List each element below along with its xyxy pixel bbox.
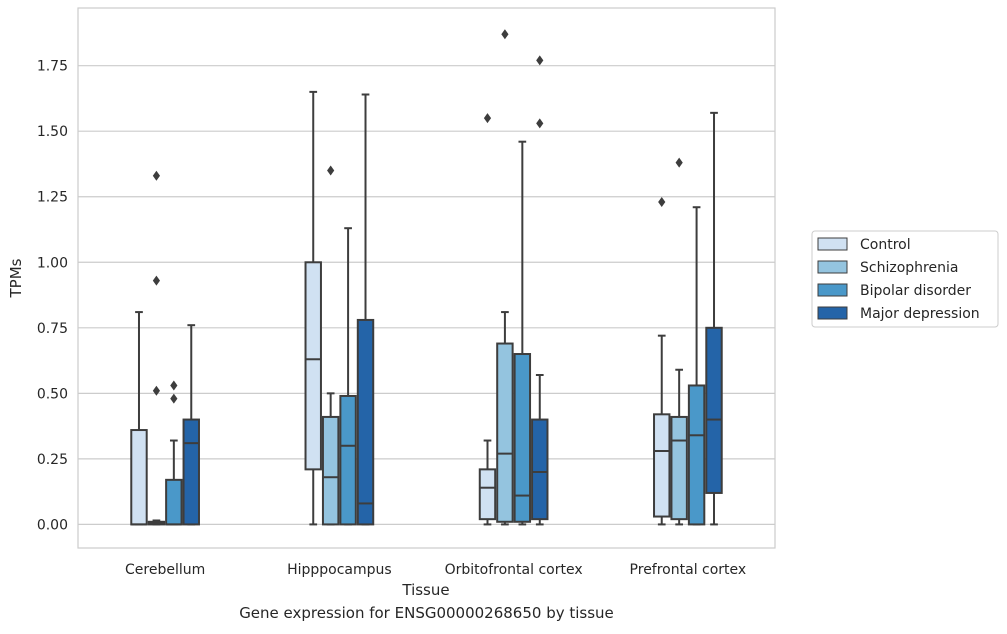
iqr-box (705, 326, 723, 494)
box-control (130, 311, 148, 526)
iqr-box (339, 394, 357, 526)
iqr-box (182, 418, 200, 526)
iqr-box (165, 478, 183, 526)
iqr-box (670, 415, 688, 521)
box-bipolar-disorder (165, 380, 183, 526)
iqr-box (653, 413, 671, 518)
iqr-box (478, 468, 497, 521)
x-tick-label: Cerebellum (125, 562, 205, 578)
x-axis-label: Tissue (401, 581, 449, 599)
outlier-point (170, 380, 178, 391)
legend-swatch (817, 306, 848, 320)
outlier-point (170, 393, 178, 404)
outlier-point (483, 113, 492, 124)
legend-swatch (817, 260, 848, 274)
legend-swatch (817, 283, 848, 297)
iqr-box (321, 415, 340, 526)
outlier-point (152, 275, 161, 286)
legend-label: Control (860, 237, 911, 253)
outlier-point (536, 118, 544, 129)
box-major-depression (705, 111, 723, 526)
y-tick-label: 0.75 (37, 321, 68, 337)
outlier-point (152, 385, 161, 396)
x-tick-label: Orbitofrontal cortex (445, 562, 583, 578)
y-tick-label: 1.75 (37, 59, 68, 75)
legend: Control Schizophrenia Bipolar disorder Majo… (811, 230, 999, 328)
y-tick-label: 0.50 (37, 386, 68, 402)
box-schizophrenia (147, 170, 166, 526)
box-control (478, 113, 497, 526)
box-major-depression (182, 324, 200, 526)
box-bipolar-disorder (513, 140, 532, 526)
x-tick-labels: Cerebellum Hipppocampus Orbitofrontal cort… (125, 562, 746, 578)
outlier-point (501, 29, 509, 40)
iqr-box (496, 342, 514, 523)
box-bipolar-disorder (687, 206, 706, 526)
box-major-depression (356, 93, 375, 526)
outlier-point (152, 170, 161, 181)
box-control (653, 196, 671, 526)
iqr-box (687, 384, 706, 526)
outlier-point (327, 165, 335, 176)
y-tick-label: 1.25 (37, 190, 68, 206)
iqr-box (531, 418, 549, 521)
y-tick-label: 0.00 (37, 517, 68, 533)
x-tick-label: Prefrontal cortex (630, 562, 747, 578)
box-schizophrenia (496, 29, 514, 526)
legend-label: Schizophrenia (860, 260, 958, 276)
box-bipolar-disorder (339, 227, 357, 526)
legend-swatch (817, 237, 848, 251)
box-schizophrenia (321, 165, 340, 526)
legend-label: Bipolar disorder (860, 283, 971, 299)
outlier-point (675, 157, 683, 168)
plot-frame (77, 7, 776, 549)
x-tick-label: Hipppocampus (287, 562, 392, 578)
iqr-box (130, 429, 148, 526)
iqr-box (513, 353, 532, 523)
iqr-box (356, 318, 375, 526)
box-control (304, 90, 322, 526)
figure-caption: Gene expression for ENSG00000268650 by t… (239, 604, 614, 622)
box-groups (130, 29, 723, 526)
iqr-box (304, 261, 322, 471)
legend-frame (811, 230, 999, 328)
y-tick-label: 1.50 (37, 124, 68, 140)
y-tick-label: 0.25 (37, 452, 68, 468)
outlier-point (658, 196, 666, 207)
outlier-point (536, 55, 544, 66)
y-tick-label: 1.00 (37, 255, 68, 271)
y-axis-label: TPMs (7, 258, 25, 298)
legend-label: Major depression (860, 306, 980, 322)
y-tick-labels: 0.00 0.25 0.50 0.75 1.00 1.25 1.50 1.75 (37, 59, 68, 534)
box-schizophrenia (670, 157, 688, 526)
box-major-depression (531, 55, 549, 526)
